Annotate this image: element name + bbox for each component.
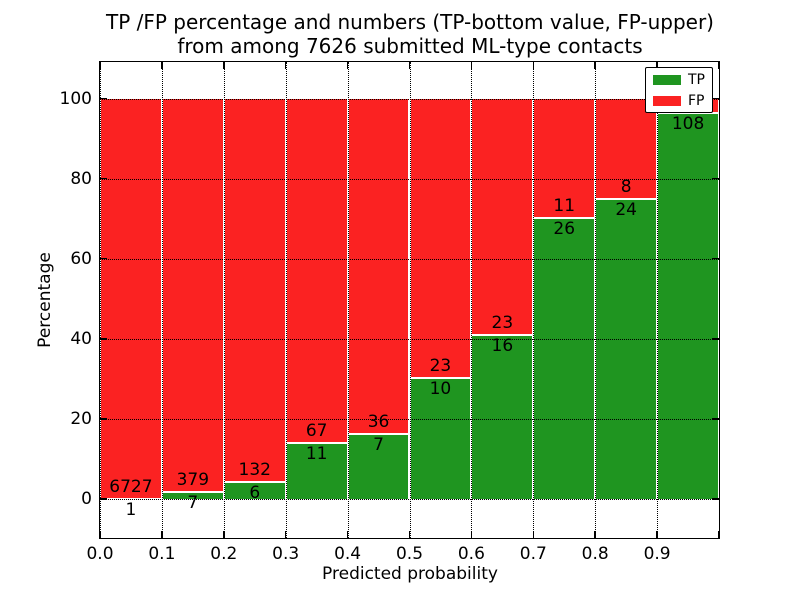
fp-count-label: 6727 [109, 476, 153, 497]
tp-count-label: 108 [671, 113, 705, 134]
bar-labels-layer: 6727 1 379 7 132 6 67 11 36 7 23 10 23 16 11 26 8 24 108 [100, 62, 719, 538]
tp-count-label: 16 [491, 335, 514, 356]
fp-count-label: 67 [305, 420, 328, 441]
bar-tp-segment [285, 442, 348, 499]
fp-count-label: 23 [429, 355, 452, 376]
tp-count-label: 1 [125, 499, 137, 520]
x-tick-label: 0.2 [210, 544, 238, 564]
bar-fp-segment [161, 98, 224, 492]
chart-title-line2: from among 7626 submitted ML-type contac… [177, 34, 643, 58]
tp-count-label: 24 [615, 199, 637, 220]
fp-count-label: 23 [491, 312, 514, 333]
x-tickmark [718, 531, 720, 538]
fp-count-label: 11 [553, 195, 576, 216]
y-tick-label: 60 [70, 248, 92, 269]
fp-count-label: 132 [238, 459, 271, 480]
x-tick-label: 0.0 [86, 544, 114, 564]
y-axis-label: Percentage [35, 252, 55, 348]
legend-label-fp: FP [688, 92, 705, 109]
bar-fp-segment [100, 98, 162, 499]
y-tick-label: 20 [70, 408, 92, 429]
tp-count-label: 6 [249, 482, 261, 503]
legend-label-tp: TP [688, 71, 705, 88]
x-tick-label: 0.3 [272, 544, 300, 564]
fp-count-label: 8 [620, 176, 632, 197]
bar-fp-segment [347, 98, 410, 434]
legend: TP FP [645, 67, 713, 113]
bar-tp-segment [533, 217, 596, 499]
x-tick-label: 0.5 [395, 544, 424, 564]
legend-item-fp: FP [653, 94, 705, 108]
bar-tp-segment [595, 198, 658, 499]
x-tick-label: 0.1 [148, 544, 176, 564]
chart-title-line1: TP /FP percentage and numbers (TP-bottom… [106, 10, 714, 34]
y-tick-label: 80 [70, 168, 92, 189]
legend-item-tp: TP [653, 73, 705, 87]
bar-tp-segment [657, 112, 719, 499]
x-tick-label: 0.9 [643, 544, 671, 564]
x-tick-label: 0.4 [334, 544, 362, 564]
x-tick-label: 0.6 [457, 544, 485, 564]
x-tick-label: 0.8 [581, 544, 609, 564]
tp-count-label: 10 [429, 378, 452, 399]
tp-count-label: 11 [305, 443, 328, 464]
bar-tp-segment [471, 334, 534, 499]
y-tick-label: 0 [81, 489, 92, 509]
y-tick-label: 100 [59, 88, 92, 109]
bar-fp-segment [533, 98, 596, 218]
fp-count-label: 379 [176, 469, 210, 490]
bar-fp-segment [409, 98, 472, 378]
x-axis-label: Predicted probability [322, 564, 498, 584]
bars-layer [100, 62, 719, 538]
x-tickmark [718, 62, 720, 69]
fp-legend-swatch [653, 95, 681, 106]
plot-area: 6727 1 379 7 132 6 67 11 36 7 23 10 23 16 11 26 8 24 108 T… [99, 61, 720, 539]
bar-tp-segment [409, 377, 472, 499]
tp-count-label: 7 [187, 492, 199, 513]
fp-count-label: 36 [367, 411, 390, 432]
tp-legend-swatch [653, 74, 681, 85]
x-tick-label: 0.7 [519, 544, 547, 564]
bar-tp-segment [347, 433, 410, 499]
tp-count-label: 7 [373, 434, 384, 455]
tp-count-label: 26 [553, 218, 576, 239]
y-tick-label: 40 [70, 328, 92, 349]
bar-fp-segment [223, 98, 286, 482]
